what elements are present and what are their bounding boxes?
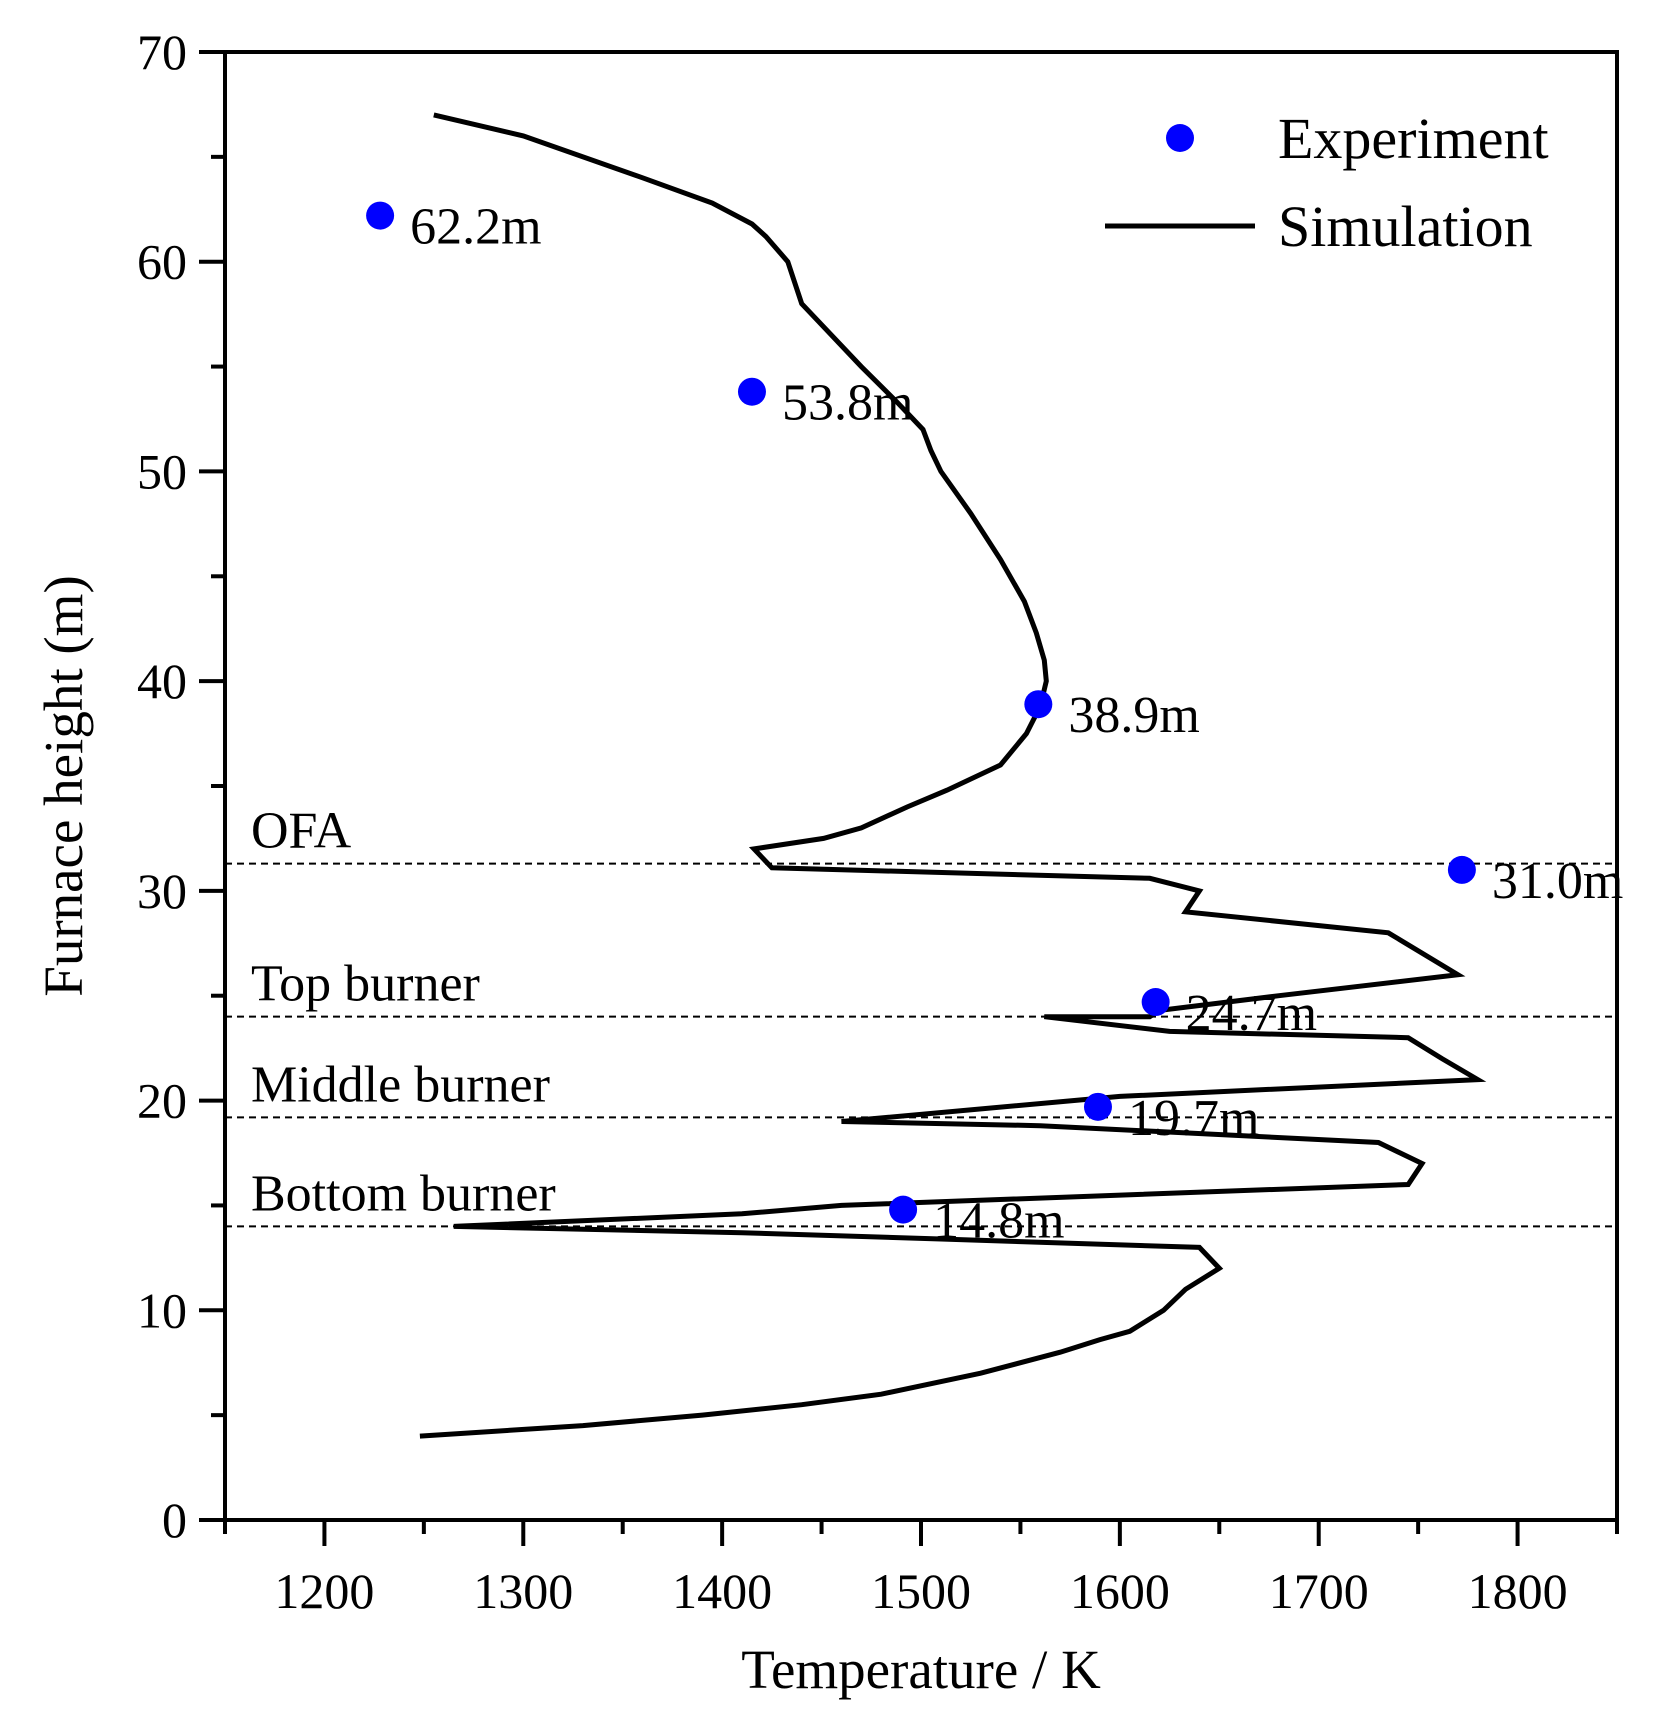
- x-tick-label: 1800: [1468, 1563, 1568, 1619]
- experiment-point-label: 14.8m: [933, 1193, 1064, 1250]
- reference-line-label: OFA: [251, 803, 352, 860]
- tick-labels: 0 10 20 30 40 50 60 70 1200 1300 1400 1500 1600 1700 1…: [137, 24, 1568, 1619]
- x-tick-label: 1500: [871, 1563, 971, 1619]
- x-tick-label: 1700: [1269, 1563, 1369, 1619]
- experiment-point: [889, 1195, 918, 1224]
- experiment-point: [1447, 855, 1476, 884]
- experiment-point-label: 24.7m: [1186, 985, 1317, 1042]
- reference-lines: OFA Top burner Middle burner Bottom burner: [225, 803, 1617, 1228]
- legend-label: Simulation: [1278, 194, 1533, 259]
- y-tick-label: 30: [137, 863, 187, 919]
- x-tick-label: 1300: [473, 1563, 573, 1619]
- y-axis-title: Furnace height (m): [33, 575, 94, 997]
- experiment-point-label: 53.8m: [782, 375, 913, 432]
- y-tick-label: 40: [137, 653, 187, 709]
- y-tick-label: 70: [137, 24, 187, 80]
- y-tick-label: 10: [137, 1282, 187, 1338]
- experiment-point-label: 31.0m: [1492, 853, 1623, 910]
- reference-line-label: Bottom burner: [251, 1165, 556, 1222]
- y-tick-label: 50: [137, 443, 187, 499]
- data-series: 62.2m 53.8m 38.9m 31.0m 24.7m 19.7m 14.8m: [366, 112, 1623, 1439]
- y-tick-label: 20: [137, 1073, 187, 1129]
- experiment-point: [1024, 690, 1053, 719]
- reference-line-label: Middle burner: [251, 1056, 550, 1113]
- y-tick-label: 60: [137, 234, 187, 290]
- axes: [199, 50, 1619, 1546]
- experiment-point: [1141, 988, 1170, 1017]
- experiment-point: [737, 377, 766, 406]
- legend-label: Experiment: [1278, 106, 1549, 171]
- experiment-point-label: 38.9m: [1068, 687, 1199, 744]
- experiment-point: [1083, 1092, 1112, 1121]
- x-axis-title: Temperature / K: [741, 1639, 1101, 1700]
- experiment-point-label: 62.2m: [410, 199, 541, 256]
- experiment-point: [366, 201, 395, 230]
- axis-titles: Temperature / K Furnace height (m): [33, 575, 1101, 1700]
- x-tick-label: 1200: [274, 1563, 374, 1619]
- x-tick-label: 1600: [1070, 1563, 1170, 1619]
- simulation-line: [419, 112, 1487, 1439]
- y-tick-label: 0: [162, 1492, 187, 1548]
- legend-marker-dot: [1166, 124, 1194, 152]
- experiment-point-label: 19.7m: [1128, 1090, 1259, 1147]
- legend: Experiment Simulation: [1105, 106, 1549, 259]
- x-tick-label: 1400: [672, 1563, 772, 1619]
- reference-line-label: Top burner: [251, 956, 480, 1013]
